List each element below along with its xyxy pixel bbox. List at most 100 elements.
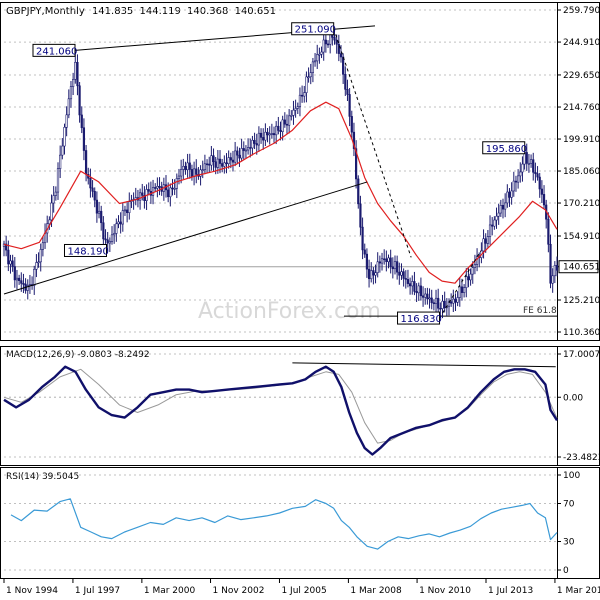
- candle-body: [2, 243, 6, 247]
- candle-body: [296, 106, 299, 109]
- candle-body: [240, 148, 243, 159]
- candle-body: [525, 152, 528, 164]
- candle-body: [311, 61, 315, 73]
- candle-body: [225, 162, 228, 165]
- candle-body: [385, 258, 388, 263]
- lower-trendline: [3, 181, 368, 295]
- candle-body: [26, 285, 29, 291]
- candle-body: [421, 295, 425, 298]
- candle-body: [521, 163, 524, 173]
- candle-body: [212, 155, 215, 163]
- price-label: 241.060: [36, 46, 77, 57]
- candle-body: [365, 253, 369, 270]
- candle-body: [363, 249, 366, 255]
- price-label-box: [482, 141, 526, 155]
- x-tick-label: 1 Nov 1994: [6, 586, 58, 596]
- candle-body: [192, 168, 196, 178]
- candle-body: [195, 168, 198, 175]
- candle-body: [218, 158, 222, 164]
- candle-body: [180, 169, 183, 177]
- candle-body: [186, 162, 189, 171]
- dashed-rise-line: [439, 250, 482, 319]
- candle-body: [499, 205, 502, 214]
- candle-body: [380, 258, 384, 264]
- price-label: 116.830: [401, 314, 442, 325]
- candle-body: [128, 201, 131, 213]
- rsi-line: [10, 498, 558, 550]
- candle-body: [313, 60, 317, 63]
- x-tick-label: 1 Nov 2010: [419, 586, 471, 596]
- ohlc-low: 140.368: [187, 6, 228, 17]
- candle-body: [20, 280, 23, 284]
- candle-body: [11, 260, 14, 267]
- candle-body: [305, 76, 308, 93]
- candle-body: [74, 61, 77, 80]
- candle-body: [549, 243, 552, 284]
- candle-body: [454, 298, 457, 303]
- candle-body: [307, 76, 310, 79]
- candle-body: [244, 149, 248, 152]
- candle-body: [415, 291, 418, 294]
- candle-body: [409, 283, 412, 287]
- candle-body: [450, 301, 453, 304]
- candle-body: [214, 161, 217, 168]
- candle-body: [281, 119, 284, 132]
- candle-body: [33, 268, 36, 286]
- candle-body: [13, 266, 16, 281]
- candle-body: [532, 159, 535, 173]
- candle-body: [348, 94, 351, 117]
- panel-frame: [0, 467, 600, 579]
- candle-body: [95, 199, 98, 214]
- candle-body: [467, 276, 470, 281]
- candle-body: [542, 194, 546, 206]
- candle-body: [76, 61, 79, 87]
- x-tick-label: 1 Jul 2013: [488, 586, 533, 596]
- candle-body: [514, 180, 518, 183]
- candle-body: [322, 39, 325, 53]
- price-label: 148.190: [67, 246, 108, 257]
- candle-body: [229, 157, 232, 161]
- candle-body: [426, 293, 429, 300]
- candle-body: [48, 219, 51, 225]
- candle-body: [551, 275, 554, 284]
- candle-body: [337, 43, 340, 54]
- y-tick-label: 199.910: [563, 135, 600, 145]
- candle-body: [78, 85, 81, 116]
- candle-body: [501, 205, 505, 210]
- candle-body: [527, 162, 531, 165]
- candle-body: [104, 238, 107, 241]
- y-tick-label: 185.060: [563, 167, 600, 177]
- candle-body: [456, 297, 459, 303]
- candle-body: [5, 243, 8, 251]
- candle-body: [216, 158, 219, 168]
- candle-body: [270, 133, 273, 135]
- candle-body: [298, 94, 302, 107]
- candle-body: [458, 286, 461, 298]
- candle-body: [497, 212, 500, 217]
- y-tick-label: 30: [563, 538, 575, 548]
- candle-body: [391, 266, 394, 270]
- candle-body: [72, 79, 75, 87]
- candle-body: [463, 287, 466, 293]
- candle-body: [495, 215, 498, 221]
- candle-body: [400, 271, 403, 276]
- candle-body: [339, 53, 343, 58]
- candle-body: [396, 261, 399, 273]
- candle-body: [413, 281, 416, 292]
- candle-body: [69, 86, 73, 100]
- candle-body: [504, 202, 507, 210]
- candle-body: [506, 191, 509, 204]
- candle-body: [210, 155, 213, 166]
- candle-body: [102, 222, 105, 240]
- candle-body: [510, 190, 513, 198]
- candle-body: [255, 143, 258, 146]
- candle-body: [264, 131, 267, 141]
- candle-body: [417, 285, 420, 294]
- candle-body: [374, 272, 377, 276]
- candle-body: [246, 147, 250, 151]
- candle-body: [452, 298, 455, 304]
- candle-body: [115, 223, 118, 234]
- y-tick-label: 70: [563, 500, 575, 510]
- candle-body: [519, 171, 522, 177]
